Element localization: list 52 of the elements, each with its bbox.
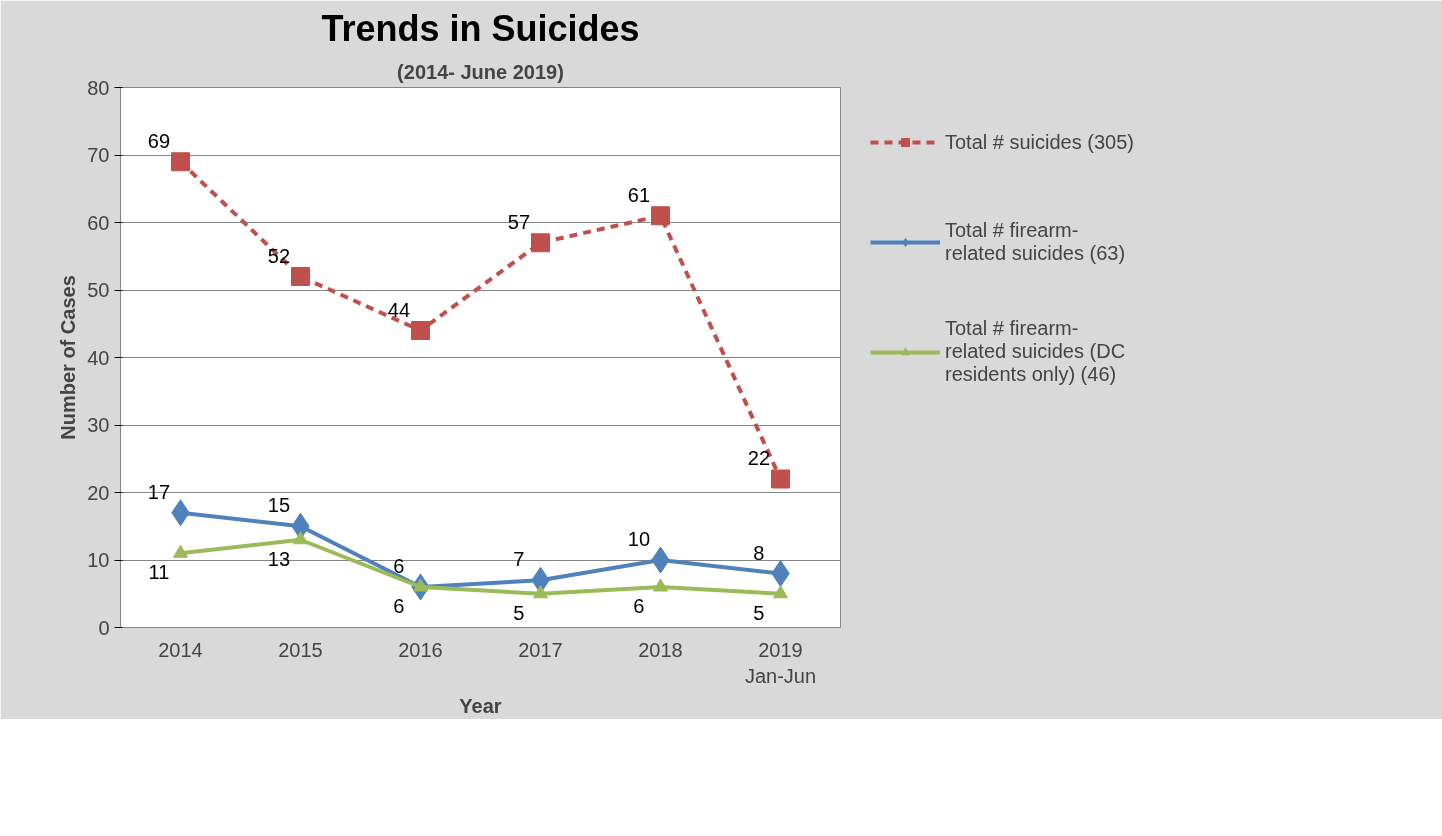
x-tick-label: 2015	[278, 638, 323, 661]
y-tick-label: 10	[87, 549, 110, 571]
point	[531, 233, 550, 253]
y-tick-label: 50	[87, 279, 110, 301]
data-label: 6	[393, 555, 405, 577]
data-label: 22	[747, 447, 771, 469]
point	[171, 152, 190, 172]
point	[651, 206, 670, 226]
y-tick-label: 0	[98, 616, 110, 639]
point	[653, 578, 668, 592]
y-tick-label: 20	[87, 481, 110, 504]
data-label: 52	[267, 244, 291, 267]
data-label: 5	[513, 601, 525, 624]
data-label: 13	[267, 547, 291, 570]
point	[773, 585, 788, 599]
data-label: 8	[753, 541, 765, 564]
data-label: 57	[507, 210, 531, 233]
point	[291, 267, 310, 286]
y-tick-label: 80	[87, 76, 110, 99]
data-label: 61	[627, 183, 651, 206]
data-label: 15	[267, 494, 291, 517]
x-tick-label: 2019 Jan-Jun	[744, 638, 817, 687]
data-label: 44	[387, 298, 411, 321]
chart-subtitle: (2014- June 2019)	[397, 60, 564, 83]
y-axis-title: Number of Cases	[57, 275, 80, 440]
data-label: 10	[627, 528, 651, 550]
x-tick-label: 2016	[398, 638, 443, 661]
chart-title: Trends in Suicides	[321, 7, 640, 49]
data-label: 11	[148, 561, 170, 584]
data-label: 17	[147, 480, 171, 503]
point	[533, 585, 548, 599]
y-tick-label: 70	[87, 144, 110, 166]
point	[293, 531, 308, 545]
legend-label: Total # firearm-related suicides (63)	[945, 218, 1127, 266]
x-tick-label: 2018	[638, 638, 683, 661]
point	[771, 560, 790, 587]
y-tick-label: 40	[87, 346, 110, 369]
data-label: 5	[753, 601, 765, 624]
y-tick-label: 30	[87, 414, 110, 436]
data-label: 69	[147, 129, 171, 152]
point	[771, 469, 790, 489]
point	[411, 321, 430, 340]
data-label: 7	[513, 548, 525, 571]
legend-label: Total # firearm-related suicides (DC residents only) (46)	[945, 317, 1127, 386]
y-tick-label: 60	[87, 211, 110, 234]
legend-label: Total # suicides (305)	[945, 129, 1135, 155]
x-tick-label: 2017	[518, 638, 563, 661]
data-label: 6	[393, 595, 405, 617]
x-tick-label: 2014	[158, 638, 203, 661]
data-label: 6	[633, 595, 645, 617]
point	[173, 544, 188, 558]
x-axis-title: Year	[459, 694, 502, 717]
